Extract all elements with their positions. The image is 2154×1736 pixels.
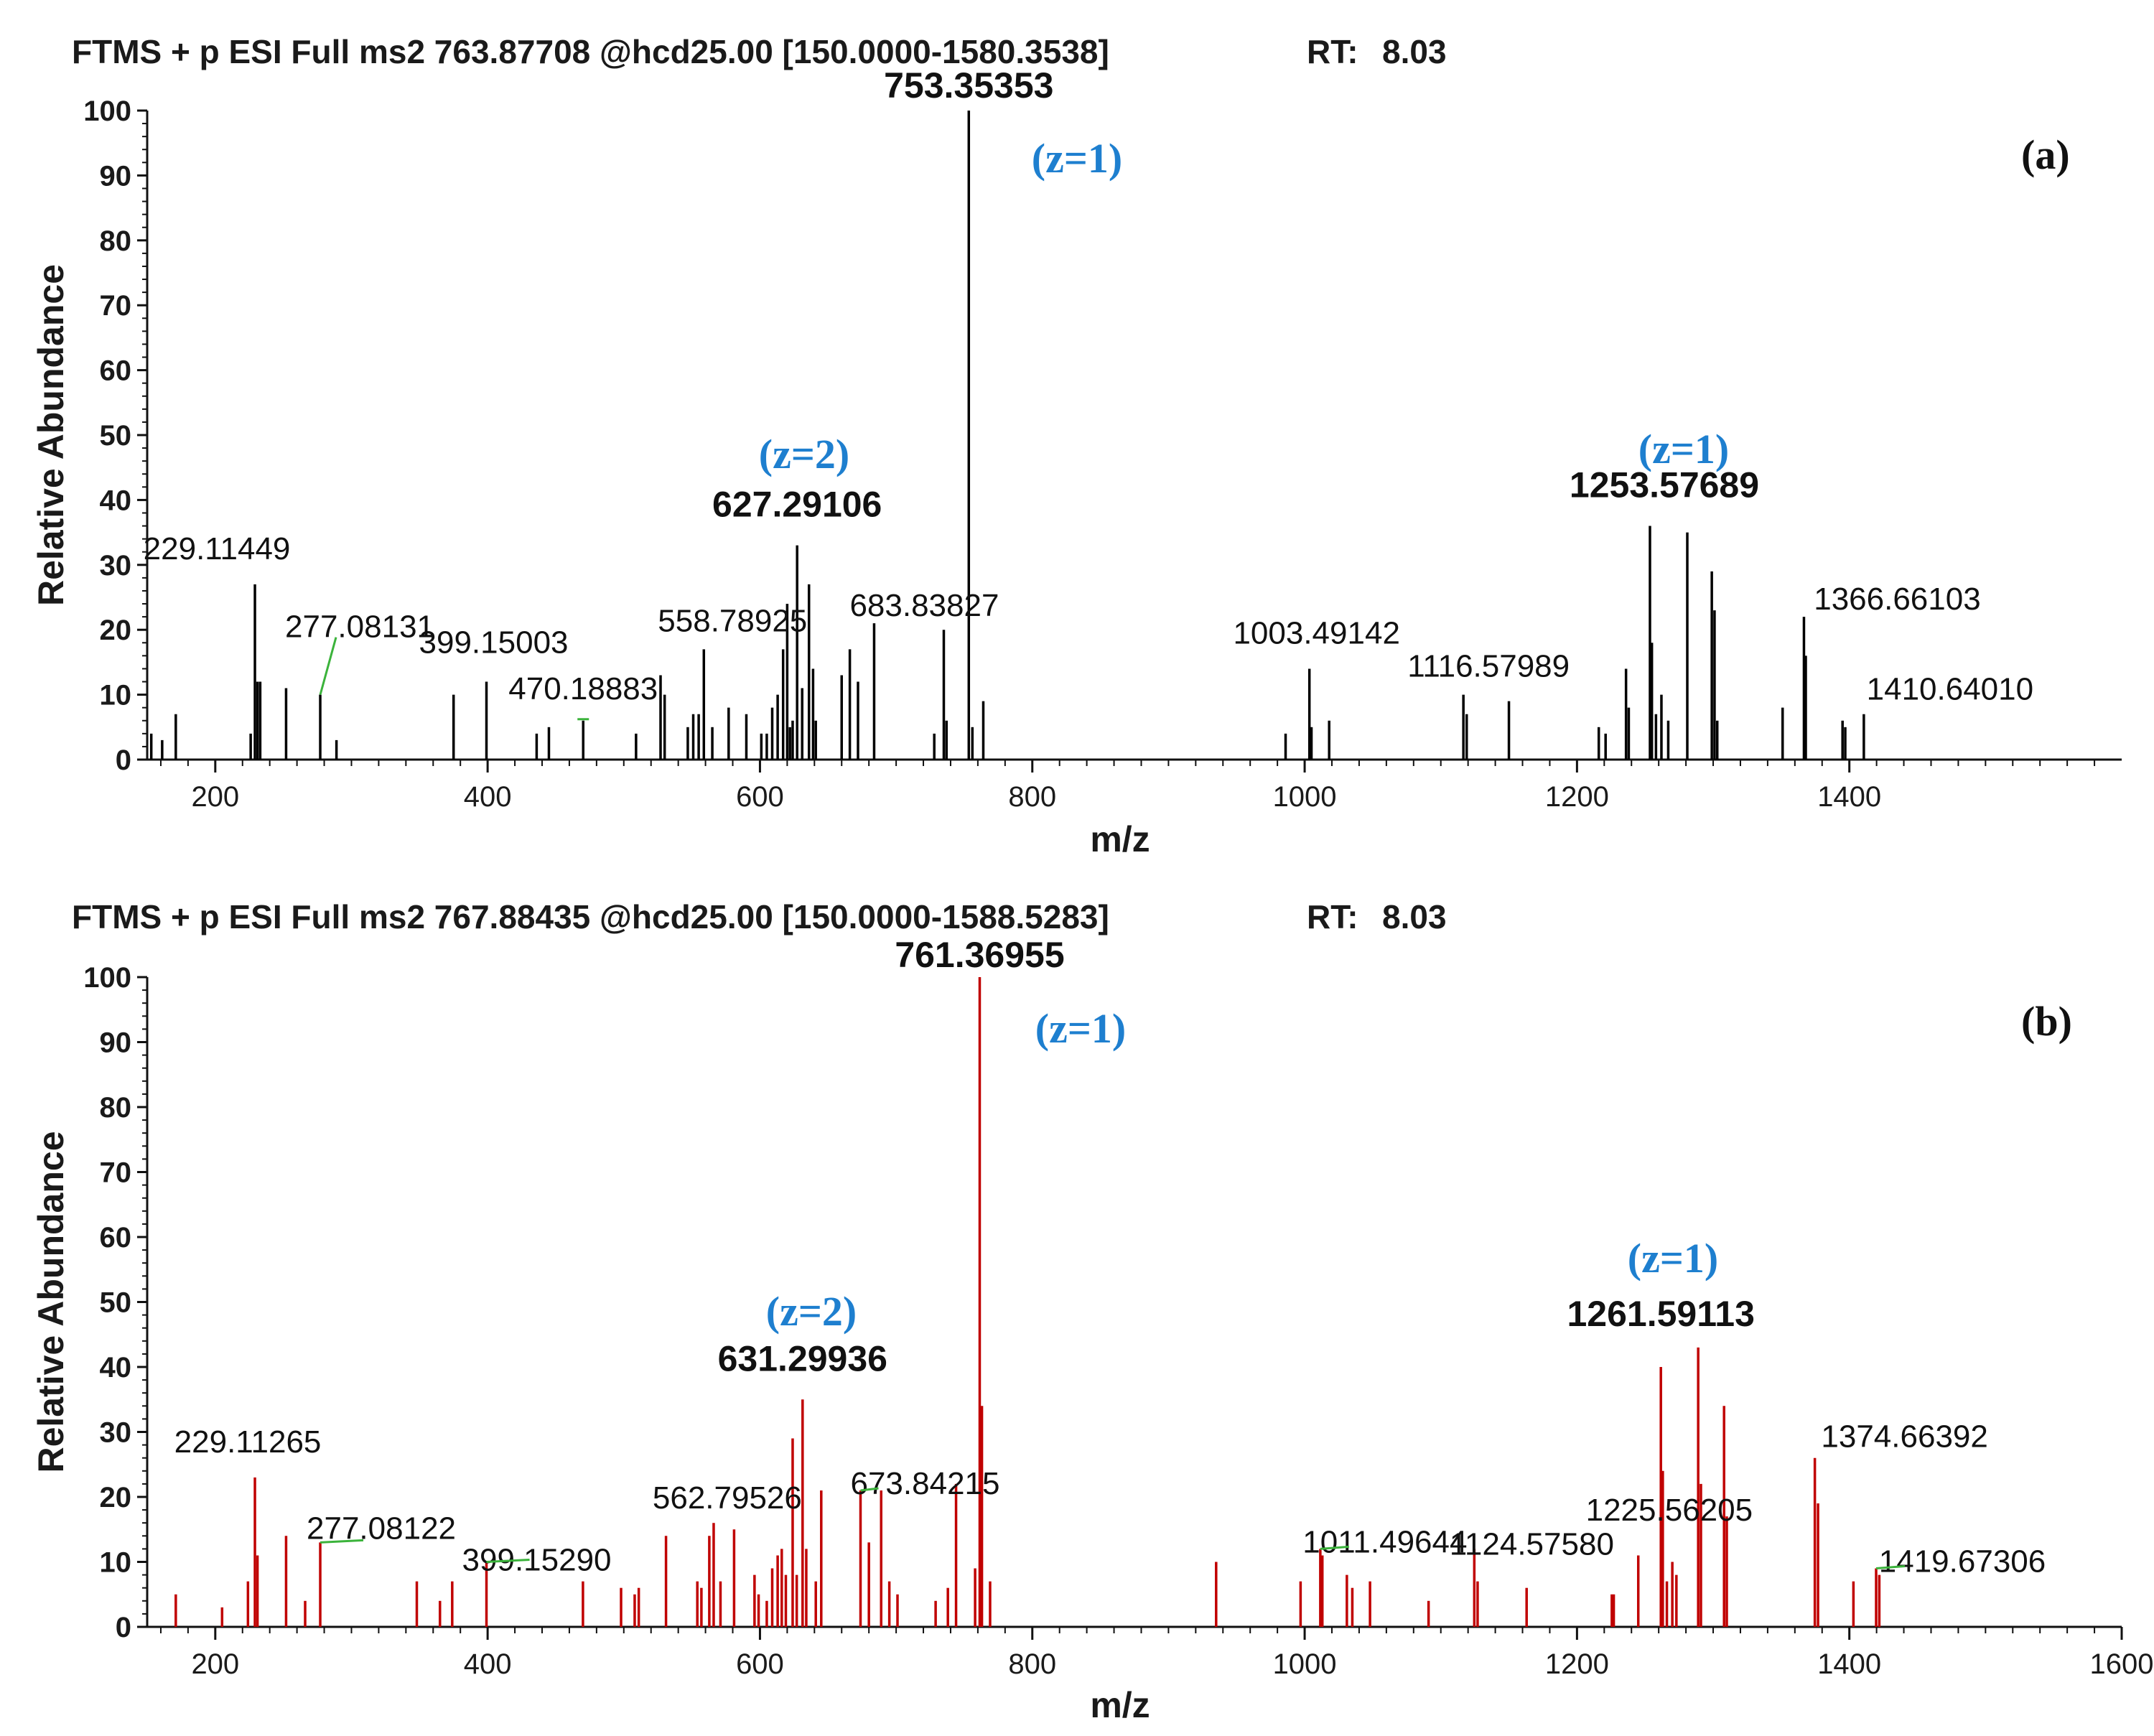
y-tick-label: 10 bbox=[100, 680, 132, 711]
peak-label: 399.15003 bbox=[419, 625, 569, 661]
charge-state-annotation: (z=2) bbox=[759, 431, 849, 477]
peak-label: 1003.49142 bbox=[1233, 615, 1399, 650]
charge-state-annotation: (z=1) bbox=[1638, 426, 1729, 472]
y-tick-label: 60 bbox=[100, 355, 132, 387]
x-tick-label: 200 bbox=[191, 1648, 239, 1680]
charge-state-annotation: (z=1) bbox=[1032, 135, 1122, 182]
peak-label: 399.15290 bbox=[462, 1543, 612, 1578]
charge-state-annotation: (z=1) bbox=[1035, 1005, 1126, 1052]
rt-value: 8.03 bbox=[1382, 33, 1447, 70]
peak-label: 470.18883 bbox=[508, 671, 658, 706]
y-axis-label: Relative Abundance bbox=[31, 264, 71, 606]
y-tick-label: 0 bbox=[116, 1612, 131, 1643]
peak-label: 558.78925 bbox=[658, 603, 807, 638]
y-tick-label: 100 bbox=[83, 95, 131, 127]
y-tick-label: 90 bbox=[100, 160, 132, 192]
y-tick-label: 50 bbox=[100, 420, 132, 452]
y-tick-label: 30 bbox=[100, 1417, 132, 1449]
rt-label: RT: bbox=[1307, 898, 1358, 935]
rt-label: RT: bbox=[1307, 33, 1358, 70]
peak-label: 1011.49644 bbox=[1302, 1524, 1467, 1559]
spectrum-panel-a: FTMS + p ESI Full ms2 763.87708 @hcd25.0… bbox=[31, 33, 2122, 859]
y-tick-label: 20 bbox=[100, 615, 132, 646]
x-tick-label: 800 bbox=[1008, 1648, 1056, 1680]
x-axis-label: m/z bbox=[1090, 819, 1150, 859]
x-tick-label: 600 bbox=[736, 1648, 784, 1680]
peak-label: 277.08131 bbox=[285, 610, 434, 645]
y-tick-label: 10 bbox=[100, 1547, 132, 1579]
peak-label: 1253.57689 bbox=[1570, 465, 1759, 505]
spectrum-title: FTMS + p ESI Full ms2 767.88435 @hcd25.0… bbox=[72, 898, 1109, 935]
label-leader-line bbox=[319, 637, 337, 695]
x-tick-label: 1000 bbox=[1273, 1648, 1337, 1680]
y-axis-label: Relative Abundance bbox=[31, 1131, 71, 1473]
y-tick-label: 70 bbox=[100, 1157, 132, 1189]
peak-label: 1410.64010 bbox=[1867, 672, 2033, 707]
y-tick-label: 90 bbox=[100, 1027, 132, 1059]
x-tick-label: 1600 bbox=[2090, 1648, 2154, 1680]
spectrum-title: FTMS + p ESI Full ms2 763.87708 @hcd25.0… bbox=[72, 33, 1109, 70]
y-tick-label: 60 bbox=[100, 1222, 132, 1254]
peak-label: 627.29106 bbox=[712, 485, 882, 525]
x-tick-label: 1400 bbox=[1817, 781, 1881, 813]
peak-label: 761.36955 bbox=[895, 935, 1064, 975]
panel-letter: (a) bbox=[2021, 131, 2070, 178]
peak-label: 631.29936 bbox=[718, 1338, 887, 1378]
y-tick-label: 0 bbox=[116, 745, 131, 776]
peak-label: 753.35353 bbox=[884, 65, 1053, 106]
peak-label: 1116.57989 bbox=[1407, 649, 1570, 684]
peak-label: 683.83827 bbox=[849, 588, 999, 623]
peak-label: 1261.59113 bbox=[1567, 1294, 1754, 1334]
y-tick-label: 40 bbox=[100, 485, 132, 516]
label-leader-line bbox=[486, 1559, 530, 1563]
x-tick-label: 1200 bbox=[1545, 781, 1609, 813]
peak-label: 229.11449 bbox=[144, 531, 291, 566]
label-leader-line bbox=[1875, 1565, 1906, 1570]
label-leader-line bbox=[860, 1487, 879, 1492]
y-tick-label: 50 bbox=[100, 1287, 132, 1319]
y-tick-label: 80 bbox=[100, 1092, 132, 1124]
peak-label: 229.11265 bbox=[174, 1424, 322, 1460]
peak-label: 1225.56205 bbox=[1586, 1493, 1753, 1528]
y-tick-label: 40 bbox=[100, 1352, 132, 1383]
peak-label: 1366.66103 bbox=[1814, 582, 1980, 617]
y-tick-label: 30 bbox=[100, 550, 132, 582]
x-tick-label: 1400 bbox=[1817, 1648, 1881, 1680]
y-tick-label: 80 bbox=[100, 225, 132, 257]
x-tick-label: 400 bbox=[464, 1648, 512, 1680]
x-tick-label: 800 bbox=[1008, 781, 1056, 813]
x-axis-label: m/z bbox=[1090, 1685, 1150, 1725]
x-tick-label: 1200 bbox=[1545, 1648, 1609, 1680]
y-tick-label: 70 bbox=[100, 290, 132, 322]
label-leader-line bbox=[320, 1539, 364, 1544]
peak-label: 562.79526 bbox=[653, 1480, 802, 1516]
x-tick-label: 600 bbox=[736, 781, 784, 813]
y-tick-label: 20 bbox=[100, 1482, 132, 1513]
spectrum-panel-b: FTMS + p ESI Full ms2 767.88435 @hcd25.0… bbox=[31, 898, 2153, 1725]
x-tick-label: 200 bbox=[191, 781, 239, 813]
panel-letter: (b) bbox=[2021, 998, 2072, 1045]
charge-state-annotation: (z=2) bbox=[766, 1288, 857, 1335]
charge-state-annotation: (z=1) bbox=[1628, 1235, 1718, 1282]
rt-value: 8.03 bbox=[1382, 898, 1447, 935]
label-leader-line bbox=[1320, 1545, 1349, 1550]
peak-label: 1124.57580 bbox=[1450, 1526, 1614, 1562]
x-tick-label: 400 bbox=[464, 781, 512, 813]
peak-label: 1374.66392 bbox=[1821, 1419, 1987, 1455]
peak-label: 277.08122 bbox=[307, 1511, 456, 1546]
peak-label: 1419.67306 bbox=[1879, 1544, 2046, 1579]
y-tick-label: 100 bbox=[83, 962, 131, 994]
x-tick-label: 1000 bbox=[1273, 781, 1337, 813]
peak-label: 673.84215 bbox=[850, 1466, 999, 1501]
